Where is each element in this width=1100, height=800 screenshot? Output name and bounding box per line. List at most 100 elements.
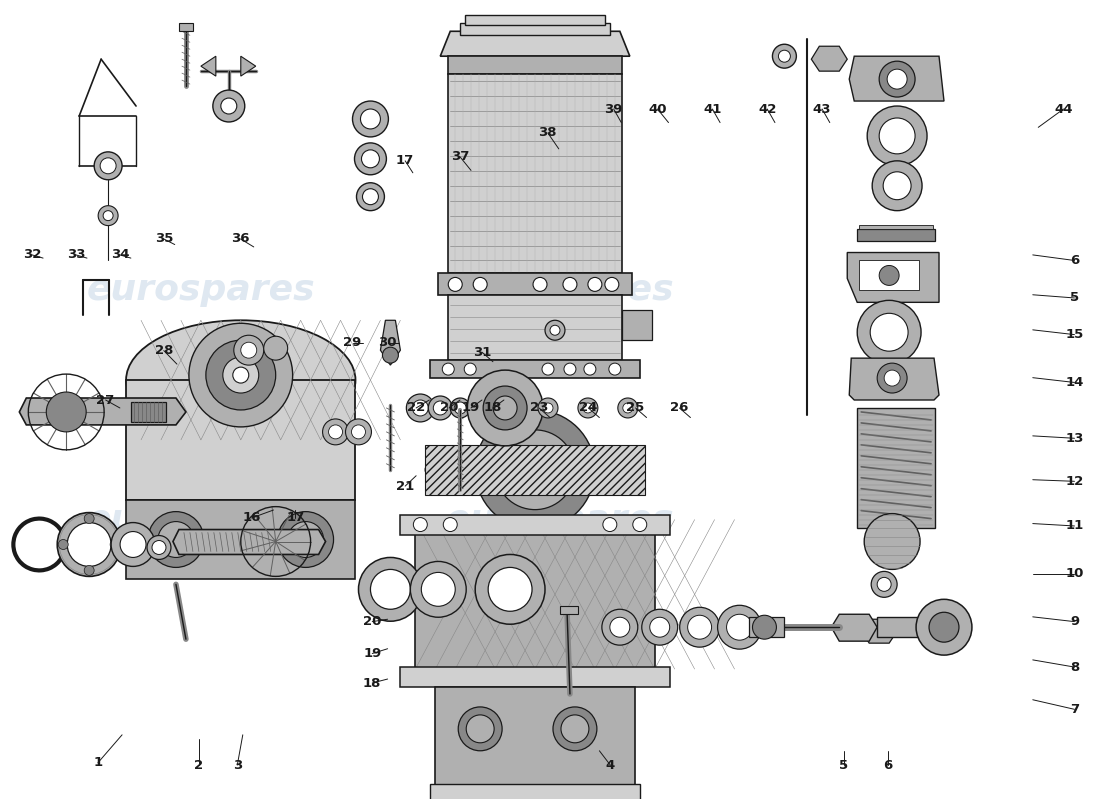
Text: 19: 19 — [462, 402, 480, 414]
Text: eurospares: eurospares — [446, 502, 674, 537]
Circle shape — [147, 535, 170, 559]
Bar — [126, 500, 355, 579]
Circle shape — [98, 206, 118, 226]
Polygon shape — [440, 31, 630, 56]
Text: 42: 42 — [758, 102, 777, 115]
Circle shape — [189, 323, 293, 427]
Bar — [436, 687, 635, 786]
Circle shape — [213, 90, 245, 122]
Circle shape — [680, 607, 719, 647]
Text: 6: 6 — [1070, 254, 1079, 267]
Circle shape — [206, 340, 276, 410]
Circle shape — [241, 342, 256, 358]
Circle shape — [57, 513, 121, 576]
Circle shape — [752, 615, 777, 639]
Circle shape — [930, 612, 959, 642]
Circle shape — [483, 386, 527, 430]
Circle shape — [412, 400, 428, 416]
Text: 28: 28 — [155, 344, 173, 357]
Text: 39: 39 — [605, 102, 623, 115]
Bar — [857, 408, 935, 527]
Circle shape — [475, 410, 595, 530]
Polygon shape — [847, 253, 939, 302]
Circle shape — [772, 44, 796, 68]
Circle shape — [867, 106, 927, 166]
Circle shape — [583, 403, 593, 413]
Bar — [131, 402, 166, 422]
Text: 5: 5 — [839, 758, 848, 772]
Bar — [179, 23, 192, 31]
Circle shape — [414, 518, 427, 531]
Text: 38: 38 — [539, 126, 557, 139]
Circle shape — [493, 396, 517, 420]
Circle shape — [618, 398, 638, 418]
Text: 10: 10 — [1065, 567, 1084, 580]
Circle shape — [602, 610, 638, 645]
Circle shape — [632, 518, 647, 531]
Circle shape — [857, 300, 921, 364]
Circle shape — [879, 266, 899, 286]
Circle shape — [578, 398, 598, 418]
Circle shape — [120, 531, 146, 558]
Polygon shape — [241, 56, 255, 76]
Circle shape — [233, 367, 249, 383]
Text: 43: 43 — [813, 102, 832, 115]
Circle shape — [584, 363, 596, 375]
Bar — [126, 380, 355, 500]
Bar — [430, 360, 640, 378]
Circle shape — [727, 614, 752, 640]
Bar — [857, 229, 935, 241]
Text: 17: 17 — [396, 154, 415, 167]
Bar — [438, 274, 631, 295]
Circle shape — [442, 363, 454, 375]
Circle shape — [329, 425, 342, 439]
Circle shape — [46, 392, 86, 432]
Circle shape — [152, 541, 166, 554]
Circle shape — [410, 562, 466, 618]
Ellipse shape — [126, 320, 355, 440]
Text: 35: 35 — [155, 233, 173, 246]
Circle shape — [544, 320, 565, 340]
Circle shape — [464, 363, 476, 375]
Circle shape — [717, 606, 761, 649]
Circle shape — [688, 615, 712, 639]
Circle shape — [459, 707, 502, 750]
Circle shape — [495, 430, 575, 510]
Circle shape — [534, 278, 547, 291]
Text: 4: 4 — [606, 758, 615, 772]
Polygon shape — [861, 619, 898, 643]
Text: 24: 24 — [580, 402, 597, 414]
Text: 15: 15 — [1065, 328, 1084, 341]
Polygon shape — [20, 398, 186, 425]
Circle shape — [58, 539, 68, 550]
Text: 6: 6 — [883, 758, 892, 772]
Text: 19: 19 — [363, 647, 382, 660]
Circle shape — [406, 394, 434, 422]
Text: 5: 5 — [1070, 291, 1079, 305]
Circle shape — [466, 715, 494, 743]
Circle shape — [264, 336, 288, 360]
Circle shape — [363, 189, 378, 205]
Circle shape — [884, 370, 900, 386]
Text: 21: 21 — [396, 480, 415, 493]
Circle shape — [85, 514, 95, 523]
Circle shape — [879, 118, 915, 154]
Text: 23: 23 — [530, 402, 548, 414]
Text: 9: 9 — [1070, 615, 1079, 628]
Circle shape — [221, 98, 236, 114]
Polygon shape — [381, 320, 400, 365]
Circle shape — [609, 363, 620, 375]
Circle shape — [543, 403, 553, 413]
Circle shape — [865, 514, 920, 570]
Circle shape — [148, 512, 204, 567]
Text: 1: 1 — [94, 756, 102, 770]
Circle shape — [538, 398, 558, 418]
Text: 3: 3 — [233, 758, 242, 772]
Circle shape — [103, 210, 113, 221]
Polygon shape — [812, 46, 847, 71]
Text: eurospares: eurospares — [87, 274, 316, 307]
Text: 22: 22 — [407, 402, 426, 414]
Circle shape — [879, 61, 915, 97]
Circle shape — [383, 347, 398, 363]
Circle shape — [871, 571, 898, 598]
